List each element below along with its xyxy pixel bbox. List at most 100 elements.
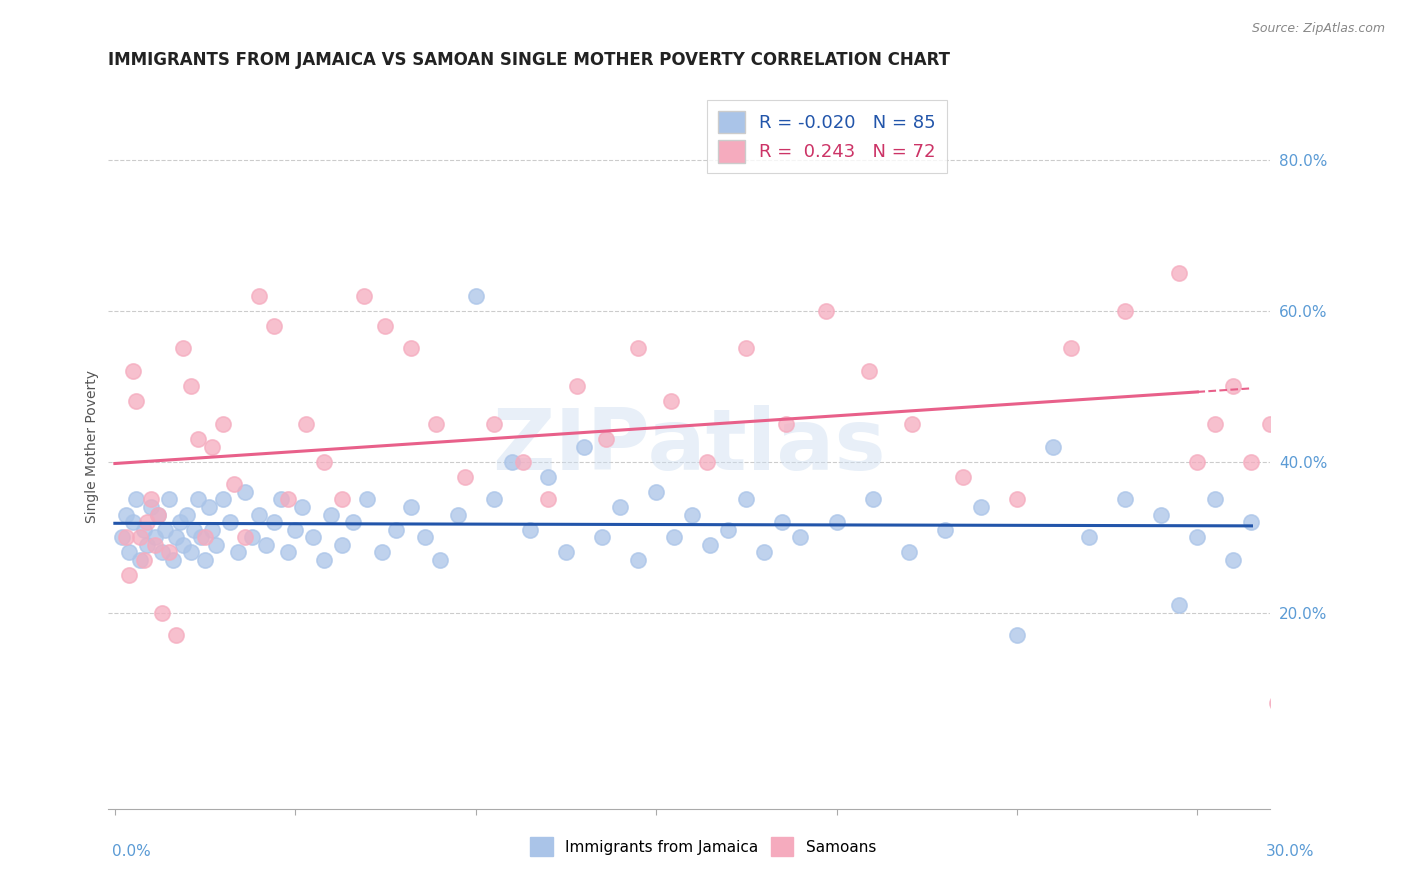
- Point: [356, 492, 378, 507]
- Point: [627, 553, 650, 567]
- Point: [330, 492, 353, 507]
- Legend: R = -0.020   N = 85, R =  0.243   N = 72: R = -0.020 N = 85, R = 0.243 N = 72: [707, 101, 946, 173]
- Point: [501, 455, 523, 469]
- Point: [482, 417, 505, 431]
- Point: [512, 455, 534, 469]
- Point: [111, 530, 134, 544]
- Point: [219, 515, 242, 529]
- Point: [1272, 666, 1295, 681]
- Point: [1168, 598, 1191, 612]
- Point: [901, 417, 924, 431]
- Point: [180, 545, 202, 559]
- Point: [263, 515, 285, 529]
- Point: [814, 303, 837, 318]
- Point: [717, 523, 740, 537]
- Point: [172, 342, 194, 356]
- Point: [789, 530, 811, 544]
- Point: [735, 342, 758, 356]
- Point: [1295, 681, 1317, 696]
- Point: [150, 606, 173, 620]
- Point: [1204, 492, 1226, 507]
- Point: [155, 523, 177, 537]
- Point: [1005, 628, 1028, 642]
- Point: [770, 515, 793, 529]
- Point: [858, 364, 880, 378]
- Point: [187, 432, 209, 446]
- Point: [122, 364, 145, 378]
- Point: [197, 500, 219, 514]
- Point: [1240, 515, 1263, 529]
- Point: [146, 508, 169, 522]
- Point: [270, 492, 292, 507]
- Point: [212, 492, 235, 507]
- Y-axis label: Single Mother Poverty: Single Mother Poverty: [86, 370, 100, 523]
- Point: [537, 492, 560, 507]
- Point: [180, 379, 202, 393]
- Point: [169, 515, 191, 529]
- Point: [136, 515, 159, 529]
- Point: [399, 342, 422, 356]
- Point: [385, 523, 408, 537]
- Point: [114, 508, 136, 522]
- Point: [129, 530, 152, 544]
- Point: [314, 553, 336, 567]
- Point: [662, 530, 685, 544]
- Point: [139, 500, 162, 514]
- Point: [591, 530, 613, 544]
- Point: [1316, 681, 1339, 696]
- Point: [1258, 417, 1281, 431]
- Point: [1360, 681, 1382, 696]
- Point: [952, 469, 974, 483]
- Point: [429, 553, 451, 567]
- Point: [554, 545, 576, 559]
- Point: [735, 492, 758, 507]
- Point: [1367, 696, 1389, 710]
- Point: [1374, 666, 1396, 681]
- Text: ZIPatlas: ZIPatlas: [492, 405, 886, 488]
- Point: [1187, 455, 1209, 469]
- Point: [190, 530, 212, 544]
- Point: [1279, 696, 1302, 710]
- Point: [1222, 379, 1244, 393]
- Point: [1150, 508, 1173, 522]
- Point: [681, 508, 703, 522]
- Point: [353, 288, 375, 302]
- Point: [1302, 696, 1324, 710]
- Point: [519, 523, 541, 537]
- Point: [1309, 666, 1331, 681]
- Point: [609, 500, 631, 514]
- Point: [165, 628, 187, 642]
- Point: [321, 508, 343, 522]
- Point: [150, 545, 173, 559]
- Point: [482, 492, 505, 507]
- Point: [183, 523, 205, 537]
- Point: [129, 553, 152, 567]
- Point: [970, 500, 993, 514]
- Point: [1265, 696, 1288, 710]
- Point: [194, 553, 217, 567]
- Point: [291, 500, 314, 514]
- Point: [295, 417, 318, 431]
- Point: [122, 515, 145, 529]
- Point: [143, 538, 166, 552]
- Point: [537, 469, 560, 483]
- Point: [1286, 666, 1309, 681]
- Point: [136, 538, 159, 552]
- Point: [645, 484, 668, 499]
- Point: [277, 545, 299, 559]
- Legend: Immigrants from Jamaica, Samoans: Immigrants from Jamaica, Samoans: [524, 831, 882, 862]
- Point: [1042, 440, 1064, 454]
- Point: [263, 318, 285, 333]
- Text: 30.0%: 30.0%: [1267, 845, 1315, 859]
- Point: [934, 523, 956, 537]
- Point: [1222, 553, 1244, 567]
- Point: [862, 492, 884, 507]
- Point: [240, 530, 263, 544]
- Point: [1114, 492, 1136, 507]
- Point: [187, 492, 209, 507]
- Point: [1346, 696, 1368, 710]
- Point: [1187, 530, 1209, 544]
- Point: [464, 288, 486, 302]
- Point: [277, 492, 299, 507]
- Point: [143, 530, 166, 544]
